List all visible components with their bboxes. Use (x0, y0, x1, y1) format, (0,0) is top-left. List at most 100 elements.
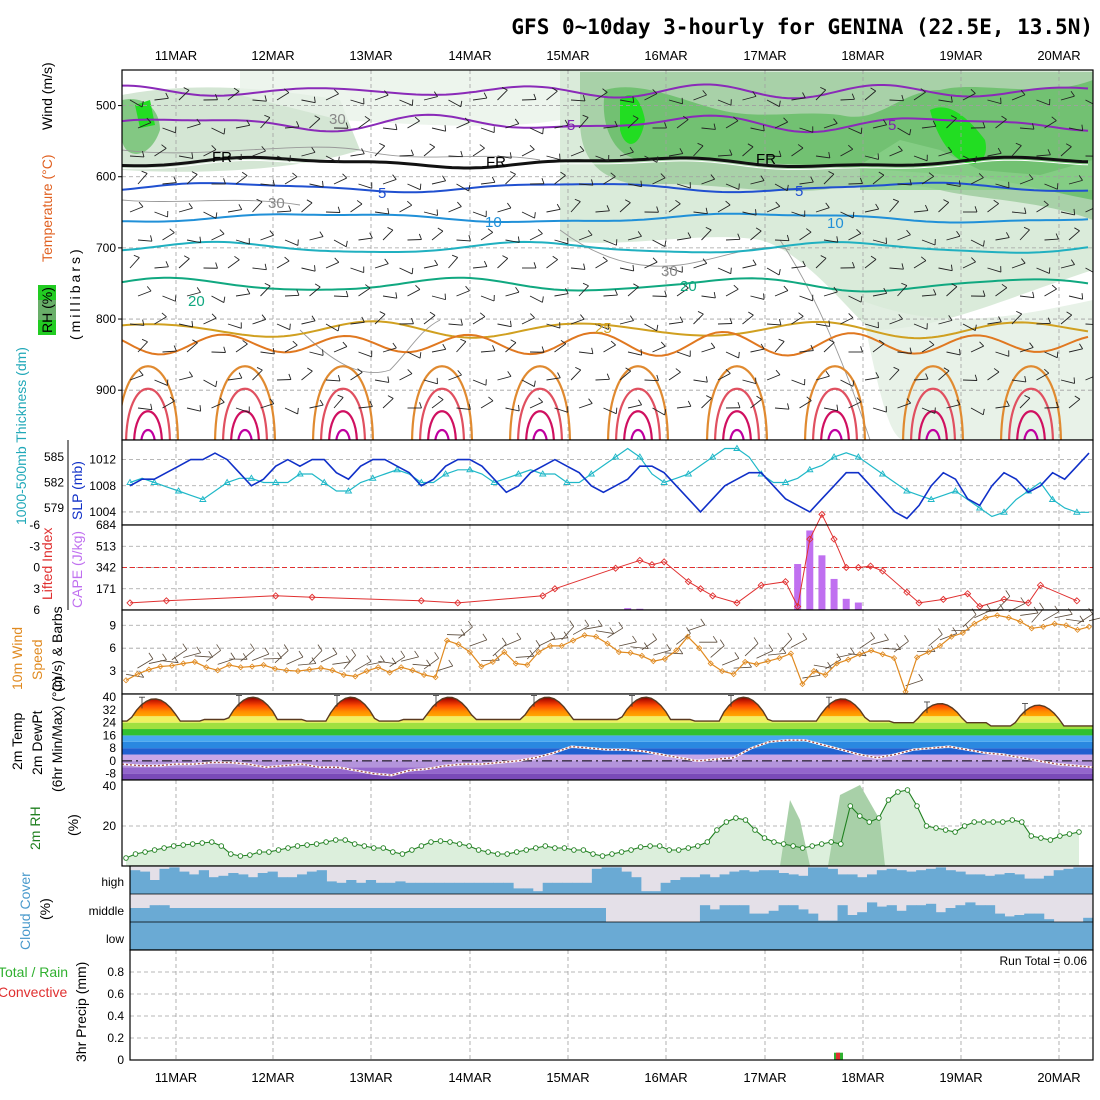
rh2m-point (1009, 817, 1016, 823)
wind-barb (1068, 127, 1083, 132)
rh-area (860, 300, 1093, 440)
rh2m-point (780, 841, 787, 847)
wind-barb (970, 177, 984, 185)
cloud-cell-high (424, 882, 436, 894)
wind-barb-flag (883, 119, 888, 126)
wind-barb (260, 285, 271, 297)
wind-barb (382, 295, 397, 299)
rh2m-point (828, 839, 834, 845)
wind10m-point (421, 671, 428, 678)
wind10m-line (125, 614, 1090, 694)
wind-barb-flag (169, 396, 175, 402)
wind-barb (505, 342, 517, 353)
wind10m-point (329, 667, 336, 674)
wind-barb-flag (974, 206, 978, 213)
wind-barb-flag (256, 198, 263, 203)
cape-bar (854, 602, 862, 610)
wind-barb (1011, 262, 1026, 269)
wind10m-barb (630, 646, 649, 650)
wind-barb (693, 263, 707, 269)
cloud-cell-high (572, 882, 583, 894)
cloud-middle-fill (130, 908, 606, 922)
rh2m-point (209, 839, 215, 845)
rh2m-point (256, 849, 263, 855)
wind10m-point (833, 660, 840, 667)
wind-barb-flag (982, 408, 985, 415)
wind10m-point (879, 651, 886, 658)
wind-barb-flag (444, 125, 447, 132)
wind-barb (407, 289, 421, 297)
wind-barb (350, 321, 365, 325)
wind10m-panel: 369 10m Wind Speed (m/s) & Barbs (9, 590, 1100, 695)
rh2m-point (189, 841, 196, 847)
wind-barb (815, 257, 827, 269)
wind-barb-flag (292, 340, 298, 346)
cloud-cell-high (788, 874, 799, 894)
wind-barb-flag (875, 372, 880, 378)
wind-barb-flag (419, 183, 422, 190)
wind10m-point (226, 661, 233, 669)
wind10m-barb-flag (734, 652, 740, 659)
wind-barb-flag (901, 263, 904, 270)
wind-barb (864, 155, 879, 160)
lifted-index-point (539, 592, 547, 600)
wind-barb-flag (460, 319, 463, 326)
wind-barb (872, 343, 885, 353)
wind10m-barb-flag (678, 647, 684, 655)
wind-barb (603, 176, 616, 185)
cloud-cell-high (247, 877, 259, 894)
wind-barb-flag (656, 206, 659, 213)
temp-tick-label: 0 (109, 754, 116, 768)
cloud-cell-high (287, 877, 298, 894)
wind-barb-flag (943, 199, 949, 203)
wind-barb-flag (870, 255, 877, 260)
rh-axis-label: RH (%) (39, 287, 55, 333)
wind-barb-flag (238, 372, 243, 379)
wind-barb (407, 351, 421, 359)
wind-barb (913, 378, 928, 381)
wind-barb-flag (1098, 319, 1100, 325)
wind-barb-flag (956, 399, 961, 405)
cloud-cell-middle (876, 906, 888, 922)
wind-barb (1060, 95, 1075, 101)
isotherm-label-5-b: 5 (795, 183, 803, 200)
wind-barb (529, 233, 543, 241)
wind-barb (791, 265, 806, 269)
wind-barb (595, 210, 610, 213)
date-bottom-label: 15MAR (546, 1070, 589, 1085)
cloud-cell-high (523, 888, 534, 894)
wind-barb-flag (223, 346, 226, 353)
temperature-color-bands (122, 716, 1093, 780)
wind-barb-flag (951, 283, 958, 288)
warm-dome (320, 387, 366, 440)
rh2m-point (513, 849, 520, 855)
wind10m-label-a: 10m Wind (9, 627, 25, 690)
wind-barb (595, 260, 608, 269)
wind-barb (644, 379, 659, 382)
wind-barb (472, 147, 485, 157)
wind-barb-flag (932, 120, 937, 127)
cloud-cell-high (984, 875, 996, 894)
wind-barb (382, 127, 397, 131)
wind-barb (423, 211, 438, 216)
wind10m-point (925, 648, 932, 656)
wind-barb-flag (729, 317, 733, 324)
wind-barb-flag (1024, 395, 1031, 399)
cloud-cell-high (857, 877, 868, 894)
wind-barb-flag (442, 343, 447, 350)
wind-barb (742, 379, 757, 385)
wind-barb-flag (652, 89, 658, 94)
wind-barb (423, 264, 438, 269)
wind-barb-flag (261, 314, 267, 320)
wind-barb (717, 373, 731, 381)
wind-barb (823, 407, 838, 412)
wind10m-point (936, 642, 944, 649)
wind-barb (676, 119, 689, 129)
wind-barb-flag (211, 313, 217, 319)
cloud-cell-high (778, 873, 789, 894)
wind10m-barb-flag (535, 640, 541, 647)
wind-barb (1044, 120, 1057, 129)
wind10m-point (810, 668, 817, 675)
warm-dome (140, 428, 156, 440)
wind-barb-flag (492, 345, 496, 351)
